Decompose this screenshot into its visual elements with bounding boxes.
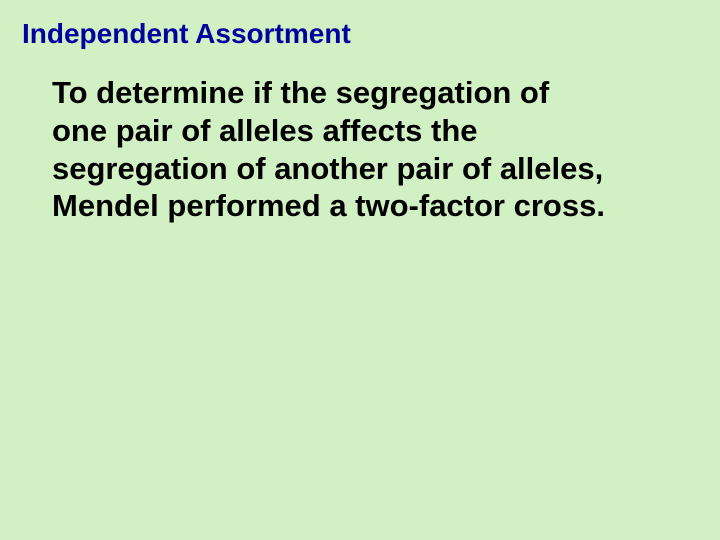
slide-body-text: To determine if the segregation of one p… (52, 74, 612, 225)
slide-container: Independent Assortment To determine if t… (0, 0, 720, 540)
slide-title: Independent Assortment (22, 18, 700, 50)
